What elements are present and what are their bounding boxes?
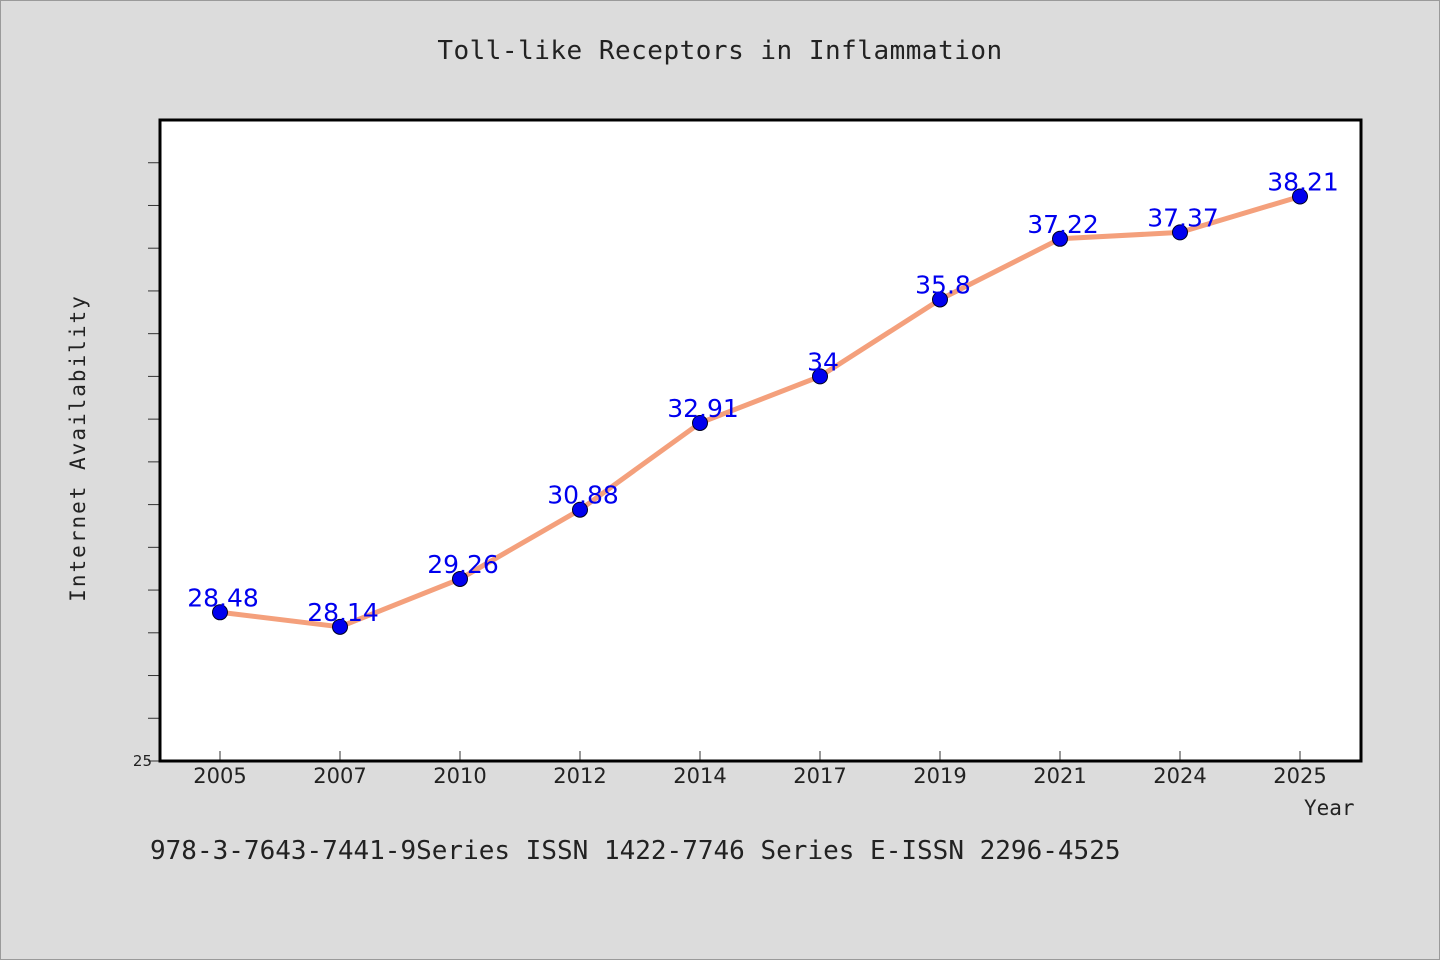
x-axis-ticks: 2005 2007 2010 2012 2014 2017 2019 2021 2024 2025 [193, 751, 1327, 788]
x-tick-label: 2012 [553, 764, 606, 788]
x-tick-label: 2024 [1153, 764, 1206, 788]
data-label: 37.22 [1027, 210, 1099, 239]
x-tick-label: 2007 [313, 764, 366, 788]
y-tick-label: 25 [133, 752, 152, 770]
x-axis-label: Year [1304, 796, 1355, 820]
data-point [1172, 224, 1188, 241]
x-tick-label: 2005 [193, 764, 246, 788]
data-labels: 28.48 28.14 29.26 30.88 32.91 34 35.8 37.22 37.3… [187, 167, 1339, 626]
data-label: 28.14 [307, 598, 379, 627]
x-tick-label: 2010 [433, 764, 486, 788]
data-point [812, 368, 828, 385]
plot-border [158, 118, 1363, 763]
footnote-isbn: 978-3-7643-7441-9Series ISSN 1422-7746 S… [150, 836, 1121, 866]
x-tick-label: 2017 [793, 764, 846, 788]
chart-title: Toll-like Receptors in Inflammation [437, 36, 1003, 66]
data-point [1052, 230, 1068, 247]
x-tick-label: 2021 [1033, 764, 1086, 788]
data-point [932, 291, 948, 308]
data-point [452, 570, 468, 587]
data-label: 38.21 [1267, 167, 1339, 196]
series-line-layer [217, 193, 1303, 630]
x-tick-label: 2019 [913, 764, 966, 788]
data-label: 34 [807, 347, 839, 376]
x-tick-label: 2025 [1273, 764, 1326, 788]
data-point [1292, 188, 1308, 205]
data-label: 28.48 [187, 583, 259, 612]
data-label: 30.88 [547, 481, 619, 510]
data-point [692, 414, 708, 431]
data-label: 29.26 [427, 550, 499, 579]
y-axis-ticks: 25 [133, 162, 160, 770]
data-point [572, 501, 588, 518]
data-label: 35.8 [915, 270, 971, 299]
data-point [212, 604, 228, 621]
plot-area [160, 120, 1361, 761]
data-point [332, 618, 348, 635]
data-label: 32.91 [667, 394, 739, 423]
series-line [217, 193, 1303, 630]
series-markers [212, 188, 1308, 635]
data-label: 37.37 [1147, 203, 1219, 232]
x-tick-label: 2014 [673, 764, 726, 788]
